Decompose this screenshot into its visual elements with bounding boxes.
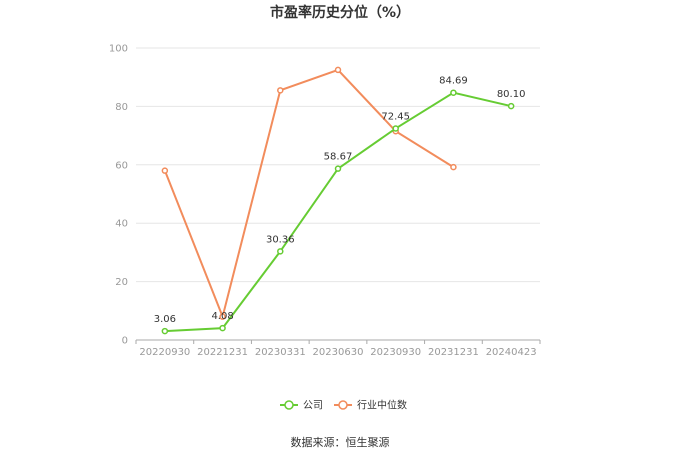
data-point <box>161 327 169 335</box>
data-point <box>219 313 226 320</box>
data-point <box>334 66 342 74</box>
data-point <box>450 163 457 171</box>
x-tick-label: 20230331 <box>255 347 306 358</box>
data-label: 72.45 <box>381 111 410 122</box>
data-point <box>334 165 342 172</box>
y-tick-label: 80 <box>115 102 128 113</box>
x-tick-label: 20240423 <box>486 347 537 358</box>
y-tick-label: 60 <box>115 160 128 171</box>
data-label: 30.36 <box>266 234 295 245</box>
data-label: 4.08 <box>211 311 233 322</box>
legend-swatch-marker <box>284 400 294 410</box>
data-point <box>450 89 457 96</box>
legend-label: 公司 <box>303 401 323 412</box>
data-point <box>161 167 169 174</box>
y-axis: 0 20 40 60 80 100 <box>109 44 128 347</box>
legend[interactable]: 公司 行业中位数 <box>280 399 407 412</box>
x-tick-label: 20230930 <box>370 347 421 358</box>
legend-swatch-marker <box>338 400 348 410</box>
y-tick-label: 20 <box>115 277 128 288</box>
legend-item-0[interactable]: 公司 <box>280 400 323 412</box>
data-point <box>219 324 226 332</box>
y-tick-label: 100 <box>109 44 128 55</box>
y-tick-label: 40 <box>115 219 128 230</box>
data-point <box>277 87 284 94</box>
x-axis: 20220930 20221231 20230331 20230630 20230930… <box>135 339 541 358</box>
gridlines <box>136 47 540 283</box>
data-point <box>277 248 284 255</box>
x-tick-label: 20221231 <box>197 347 248 358</box>
y-tick-label: 0 <box>122 336 128 347</box>
x-tick-label: 20230630 <box>313 347 364 358</box>
chart-title: 市盈率历史分位（%） <box>270 4 410 21</box>
legend-label: 行业中位数 <box>357 399 407 412</box>
data-point <box>392 125 399 132</box>
data-point <box>507 102 515 110</box>
data-label: 3.06 <box>154 314 176 325</box>
legend-item-1[interactable]: 行业中位数 <box>334 399 407 412</box>
series-lines <box>161 66 515 335</box>
series-line-1 <box>163 68 454 320</box>
data-labels: 3.06 4.08 30.36 58.67 72.45 84.69 80.10 <box>154 76 526 325</box>
x-tick-label: 20220930 <box>139 347 190 358</box>
source-note: 数据来源：恒生聚源 <box>291 435 390 449</box>
data-label: 58.67 <box>324 152 353 163</box>
data-label: 84.69 <box>439 76 468 87</box>
series-line-0 <box>164 91 512 333</box>
data-label: 80.10 <box>497 89 526 100</box>
x-tick-label: 20231231 <box>428 347 479 358</box>
